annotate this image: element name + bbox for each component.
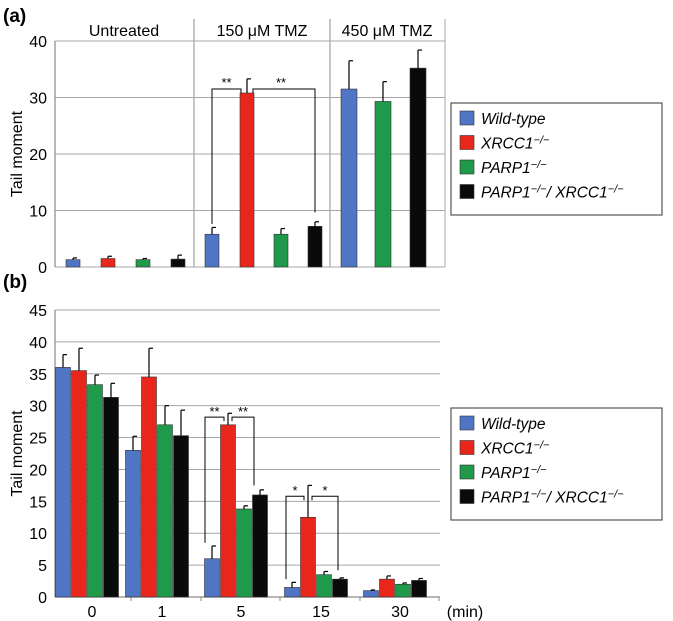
- panel-b-xtick-label: 5: [237, 604, 246, 621]
- panel-b-bar-xrcc1: [141, 376, 157, 598]
- panel-a-group-label: 150 μM TMZ: [217, 23, 308, 40]
- panel-a-bar-xrcc1: [239, 92, 255, 268]
- panel-a-ytick-label: 20: [29, 147, 47, 164]
- panel-b-bar-double: [252, 494, 268, 598]
- panel-b-bar-xrcc1: [220, 424, 236, 598]
- panel-b-significance-label: *: [322, 483, 327, 498]
- panel-b-significance-bracket: [311, 495, 339, 571]
- panel-b-significance-label: **: [209, 404, 219, 419]
- panel-b-ytick-label: 15: [29, 494, 47, 511]
- panel-a-legend-swatch-parp1: [459, 159, 475, 175]
- panel-a-ytick-label: 0: [38, 260, 47, 277]
- panel-a-legend-label-parp1: PARP1−/−: [481, 159, 547, 177]
- panel-b-ytick-label: 20: [29, 462, 47, 479]
- panel-b-bar-parp1: [87, 384, 103, 598]
- panel-a-legend-box: [450, 102, 663, 216]
- panel-a-legend-label-wildtype: Wild-type: [481, 111, 546, 128]
- panel-a-bar-wildtype: [65, 259, 81, 268]
- panel-b-ytick-label: 0: [38, 590, 47, 607]
- panel-a-legend-swatch-wildtype: [459, 110, 475, 126]
- panel-a-label: (a): [3, 6, 26, 27]
- panel-a-ylabel: Tail moment: [9, 110, 26, 197]
- panel-b-legend-box: [450, 407, 663, 521]
- panel-a-group-label: 450 μM TMZ: [342, 23, 433, 40]
- panel-a-group-label: Untreated: [89, 23, 159, 40]
- panel-b-bar-xrcc1: [300, 516, 316, 598]
- panel-b-bar-double: [332, 578, 348, 598]
- panel-a-significance-label: **: [221, 75, 231, 90]
- panel-b-legend-swatch-xrcc1: [459, 440, 475, 455]
- panel-b-ytick-label: 45: [29, 303, 47, 320]
- panel-b-bar-parp1: [157, 424, 173, 598]
- panel-b-bar-parp1: [395, 583, 411, 598]
- panel-b-bar-parp1: [236, 508, 252, 598]
- panel-a-bar-double: [170, 258, 186, 268]
- panel-b-legend-swatch-wildtype: [459, 415, 475, 431]
- panel-a-bar-parp1: [273, 233, 289, 268]
- panel-b-ytick-label: 40: [29, 335, 47, 352]
- panel-a-ytick-label: 30: [29, 91, 47, 108]
- panel-a-bar-double: [409, 67, 427, 268]
- panel-b-significance-bracket: [285, 495, 305, 580]
- panel-b-xtick-label: 15: [312, 604, 330, 621]
- panel-b-ytick-label: 35: [29, 367, 47, 384]
- panel-a-bar-double: [307, 226, 323, 268]
- panel-b-ylabel: Tail moment: [9, 410, 26, 497]
- panel-a-bar-xrcc1: [100, 258, 116, 268]
- panel-b-xtick-label: 1: [158, 604, 167, 621]
- panel-b-significance-label: **: [238, 404, 248, 419]
- panel-b-legend-swatch-parp1: [459, 464, 475, 480]
- panel-b-xtick-label: 30: [391, 604, 409, 621]
- panel-a-bar-parp1: [135, 259, 151, 268]
- panel-b-legend-label-xrcc1: XRCC1−/−: [480, 440, 550, 458]
- panel-b-bar-wildtype: [204, 558, 220, 598]
- panel-a-legend: Wild-type XRCC1−/− PARP1−/− PARP1−/−/ XRCC1…: [450, 102, 663, 216]
- panel-b-bar-wildtype: [125, 450, 141, 598]
- panel-b-bar-wildtype: [284, 587, 300, 598]
- panel-b-xtick-label: 0: [88, 604, 97, 621]
- panel-b-bar-xrcc1: [71, 370, 87, 598]
- panel-a-ytick-label: 10: [29, 204, 47, 221]
- panel-b-ytick-label: 10: [29, 526, 47, 543]
- panel-a-significance-label: **: [276, 75, 286, 90]
- panel-a-legend-swatch-double: [459, 184, 475, 199]
- panel-b-bar-double: [103, 397, 119, 598]
- panel-b-ytick-label: 30: [29, 399, 47, 416]
- panel-b-legend-label-double: PARP1−/−/ XRCC1−/−: [481, 489, 624, 507]
- panel-a-legend-label-xrcc1: XRCC1−/−: [480, 135, 550, 153]
- panel-b-significance-label: *: [292, 483, 297, 498]
- panel-b-bar-parp1: [316, 574, 332, 598]
- panel-a-legend-swatch-xrcc1: [459, 135, 475, 150]
- panel-a-significance-bracket: [252, 88, 316, 213]
- panel-b-bar-xrcc1: [379, 578, 395, 598]
- panel-b-bar-double: [173, 435, 189, 598]
- panel-b-bar-wildtype: [55, 367, 71, 598]
- panel-b-significance-bracket: [231, 416, 255, 486]
- panel-b-legend: Wild-type XRCC1−/− PARP1−/− PARP1−/−/ XRCC1…: [450, 407, 663, 521]
- panel-b-bar-wildtype: [363, 590, 379, 598]
- panel-b-ytick-label: 5: [38, 558, 47, 575]
- panel-a-bar-wildtype: [340, 88, 358, 268]
- panel-b-legend-label-wildtype: Wild-type: [481, 416, 546, 433]
- panel-a-ytick-label: 40: [29, 34, 47, 51]
- panel-a-bar-parp1: [374, 101, 392, 268]
- panel-b-significance-bracket: [204, 416, 225, 543]
- panel-b-legend-label-parp1: PARP1−/−: [481, 464, 547, 482]
- panel-b-legend-swatch-double: [459, 489, 475, 504]
- panel-a-significance-bracket: [211, 88, 242, 224]
- panel-b-label: (b): [3, 272, 27, 293]
- panel-b-x-unit-label: (min): [447, 604, 483, 621]
- panel-a-bar-wildtype: [204, 233, 220, 268]
- panel-b-ytick-label: 25: [29, 431, 47, 448]
- panel-b-bar-double: [411, 580, 427, 598]
- panel-a-legend-label-double: PARP1−/−/ XRCC1−/−: [481, 184, 624, 202]
